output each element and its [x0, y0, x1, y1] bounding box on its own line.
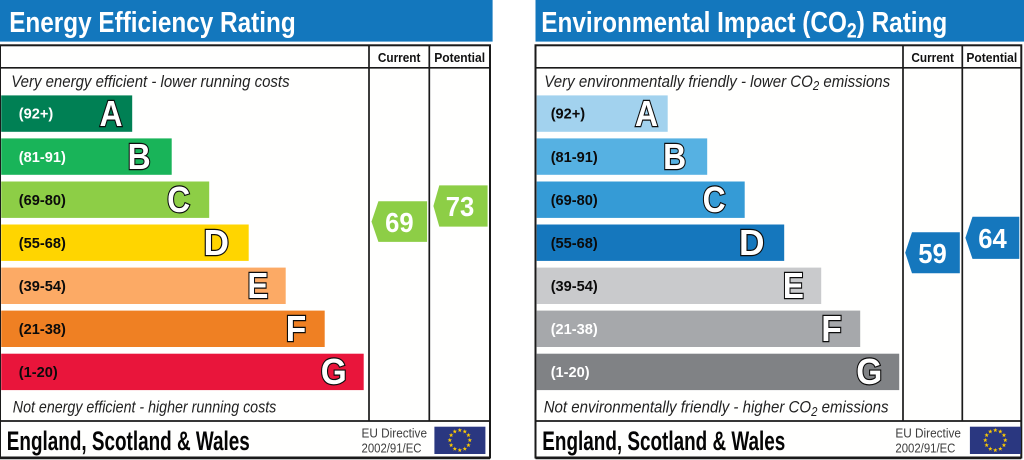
- svg-text:Not energy efficient - higher: Not energy efficient - higher running co…: [13, 399, 277, 417]
- svg-text:(1-20): (1-20): [19, 365, 58, 381]
- svg-text:Current: Current: [378, 50, 421, 65]
- svg-text:(39-54): (39-54): [19, 279, 66, 295]
- svg-text:EU Directive: EU Directive: [362, 426, 428, 441]
- svg-text:C: C: [167, 179, 190, 220]
- svg-text:Potential: Potential: [434, 50, 485, 65]
- svg-text:(69-80): (69-80): [19, 193, 66, 209]
- svg-text:E: E: [783, 265, 804, 306]
- svg-text:(92+): (92+): [551, 107, 586, 123]
- svg-text:(69-80): (69-80): [551, 193, 598, 209]
- svg-text:C: C: [703, 179, 726, 220]
- svg-text:F: F: [821, 308, 842, 349]
- svg-text:B: B: [663, 136, 686, 177]
- svg-text:Very energy efficient - lower: Very energy efficient - lower running co…: [11, 73, 289, 91]
- svg-text:England, Scotland & Wales: England, Scotland & Wales: [7, 426, 250, 456]
- svg-text:Environmental Impact (CO2) Rat: Environmental Impact (CO2) Rating: [541, 7, 947, 43]
- svg-text:A: A: [635, 93, 658, 134]
- svg-text:(92+): (92+): [19, 107, 54, 123]
- svg-text:(55-68): (55-68): [19, 236, 66, 252]
- svg-text:Not environmentally friendly -: Not environmentally friendly - higher CO…: [544, 399, 889, 419]
- svg-text:Energy Efficiency Rating: Energy Efficiency Rating: [9, 7, 296, 39]
- svg-text:G: G: [856, 351, 882, 392]
- svg-text:59: 59: [918, 238, 947, 269]
- svg-text:69: 69: [385, 207, 414, 238]
- svg-text:Very environmentally friendly: Very environmentally friendly - lower CO…: [544, 73, 890, 93]
- svg-text:(39-54): (39-54): [551, 279, 598, 295]
- svg-text:England, Scotland & Wales: England, Scotland & Wales: [542, 426, 785, 456]
- svg-text:E: E: [247, 265, 268, 306]
- svg-text:G: G: [321, 351, 347, 392]
- svg-text:B: B: [128, 136, 151, 177]
- svg-text:Potential: Potential: [966, 50, 1017, 65]
- svg-text:2002/91/EC: 2002/91/EC: [895, 440, 955, 455]
- svg-text:A: A: [100, 93, 123, 134]
- svg-text:EU Directive: EU Directive: [895, 426, 961, 441]
- svg-text:(55-68): (55-68): [551, 236, 598, 252]
- svg-text:(21-38): (21-38): [19, 322, 66, 338]
- svg-text:(81-91): (81-91): [551, 150, 598, 166]
- svg-text:(21-38): (21-38): [551, 322, 598, 338]
- svg-text:2002/91/EC: 2002/91/EC: [362, 440, 422, 455]
- svg-text:F: F: [286, 308, 307, 349]
- svg-text:D: D: [739, 222, 765, 263]
- svg-text:(81-91): (81-91): [19, 150, 66, 166]
- svg-text:Current: Current: [911, 50, 954, 65]
- svg-text:D: D: [203, 222, 229, 263]
- svg-text:73: 73: [446, 191, 475, 222]
- svg-text:64: 64: [978, 223, 1007, 254]
- svg-text:(1-20): (1-20): [551, 365, 590, 381]
